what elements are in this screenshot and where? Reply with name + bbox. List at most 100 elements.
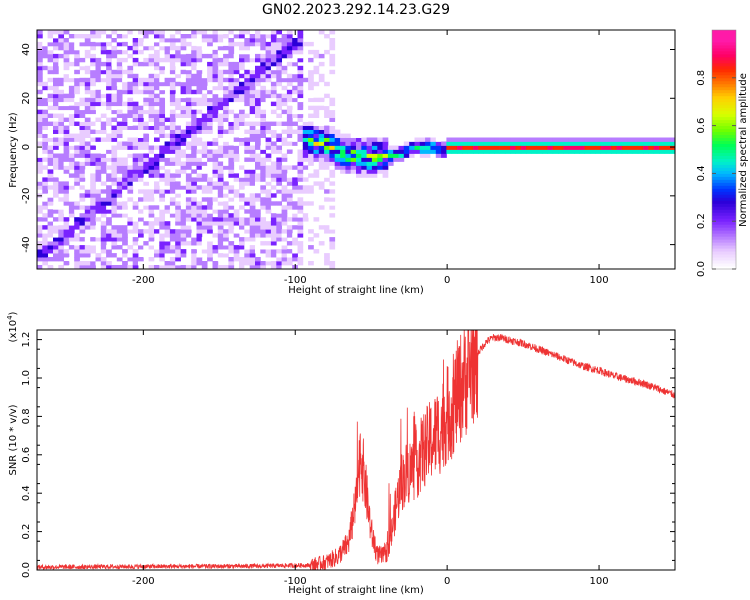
spectrogram-cell xyxy=(329,149,336,154)
spectrogram-cell xyxy=(74,241,80,246)
spectrogram-cell xyxy=(164,85,171,91)
spectrogram-cell xyxy=(276,73,283,79)
spectrogram-cell xyxy=(233,101,240,107)
spectrogram-cell xyxy=(116,57,123,63)
spectrogram-cell xyxy=(111,45,118,51)
spectrogram-cell xyxy=(47,77,54,83)
spectrogram-cell xyxy=(228,149,235,154)
spectrogram-cell xyxy=(53,185,59,190)
spectrogram-cell xyxy=(63,157,70,162)
spectrogram-cell xyxy=(297,225,304,230)
spectrogram-cell xyxy=(95,153,102,158)
spectrogram-cell xyxy=(138,49,144,55)
spectrogram-cell xyxy=(324,81,330,87)
spectrogram-cell xyxy=(558,145,564,150)
spectrogram-cell xyxy=(191,209,197,214)
spectrogram-cell xyxy=(212,165,219,170)
spectrogram-cell xyxy=(281,101,288,107)
spectrogram-cell xyxy=(233,221,240,226)
spectrogram-cell xyxy=(196,157,203,162)
spectrogram-cell xyxy=(159,177,166,182)
spectrogram-cell xyxy=(74,265,80,270)
spectrogram-cell xyxy=(74,257,80,262)
spectrogram-cell xyxy=(260,57,267,63)
spectrogram-cell xyxy=(68,209,75,214)
spectrogram-cell xyxy=(196,233,203,238)
spectrogram-cell xyxy=(398,157,405,162)
spectrogram-cell xyxy=(169,229,176,234)
spectrogram-cell xyxy=(488,149,495,154)
spectrogram-cell xyxy=(169,101,176,107)
spectrogram-cell xyxy=(297,177,304,182)
colorbar-step xyxy=(712,56,736,61)
spectrogram-cell xyxy=(201,141,208,146)
spectrogram-cell xyxy=(191,181,197,186)
spectrogram-cell xyxy=(255,30,261,35)
spectrogram-cell xyxy=(265,221,272,226)
spectrogram-cell xyxy=(499,149,506,154)
spectrogram-cell xyxy=(217,217,224,222)
spectrogram-cell xyxy=(185,165,192,170)
spectrogram-cell xyxy=(143,125,150,130)
spectrogram-cell xyxy=(313,145,320,150)
spectrogram-cell xyxy=(340,161,346,166)
spectrogram-cell xyxy=(286,233,293,238)
spectrogram-cell xyxy=(100,241,107,246)
spectrogram-cell xyxy=(191,57,197,63)
spectrogram-cell xyxy=(169,161,176,166)
spectrogram-cell xyxy=(148,161,155,166)
spectrogram-cell xyxy=(175,193,181,198)
spectrogram-cell xyxy=(159,61,166,67)
spectrogram-cell xyxy=(106,165,112,170)
spectrogram-cell xyxy=(191,217,197,222)
spectrogram-cell xyxy=(138,165,144,170)
spectrogram-cell xyxy=(74,121,80,126)
spectrogram-cell xyxy=(276,101,283,107)
spectrogram-cell xyxy=(122,157,128,162)
spectrogram-cell xyxy=(175,69,181,75)
spectrogram-cell xyxy=(201,217,208,222)
spectrogram-cell xyxy=(175,137,181,142)
spectrogram-cell xyxy=(212,249,219,254)
spectrogram-cell xyxy=(53,225,59,230)
spectrogram-cell xyxy=(249,249,256,254)
spectrogram-cell xyxy=(270,45,277,51)
spectrogram-cell xyxy=(159,77,166,83)
spectrogram-cell xyxy=(664,149,671,154)
spectrogram-cell xyxy=(201,209,208,214)
spectrogram-cell xyxy=(329,261,336,266)
colorbar-step xyxy=(712,32,736,37)
spectrogram-cell xyxy=(191,261,197,266)
spectrogram-cell xyxy=(292,253,298,258)
spectrogram-cell xyxy=(318,129,325,134)
spectrogram-cell xyxy=(217,225,224,230)
spectrogram-cell xyxy=(122,69,128,75)
spectrogram-cell xyxy=(398,149,405,154)
spectrogram-cell xyxy=(196,173,203,178)
spectrogram-cell xyxy=(324,189,330,194)
spectrogram-cell xyxy=(47,233,54,238)
spectrogram-cell xyxy=(175,213,181,218)
spectrogram-cell xyxy=(239,141,245,146)
spectrogram-cell xyxy=(74,81,80,87)
spectrogram-cell xyxy=(520,141,527,146)
spectrogram-cell xyxy=(435,149,442,154)
spectrogram-cell xyxy=(286,129,293,134)
spectrogram-cell xyxy=(138,257,144,262)
spectrogram-cell xyxy=(270,89,277,95)
spectrogram-cell xyxy=(143,193,150,198)
spectrogram-cell xyxy=(37,53,43,59)
spectrogram-cell xyxy=(148,177,155,182)
spectrogram-cell xyxy=(95,117,102,122)
spectrogram-cell xyxy=(217,73,224,79)
spectrogram-cell xyxy=(212,185,219,190)
spectrogram-cell xyxy=(53,205,59,210)
spectrogram-cell xyxy=(132,217,139,222)
x-tick-label: 100 xyxy=(590,576,609,587)
spectrogram-cell xyxy=(74,233,80,238)
spectrogram-cell xyxy=(90,257,96,262)
spectrogram-cell xyxy=(260,149,267,154)
spectrogram-cell xyxy=(79,237,86,242)
spectrogram-cell xyxy=(100,65,107,71)
